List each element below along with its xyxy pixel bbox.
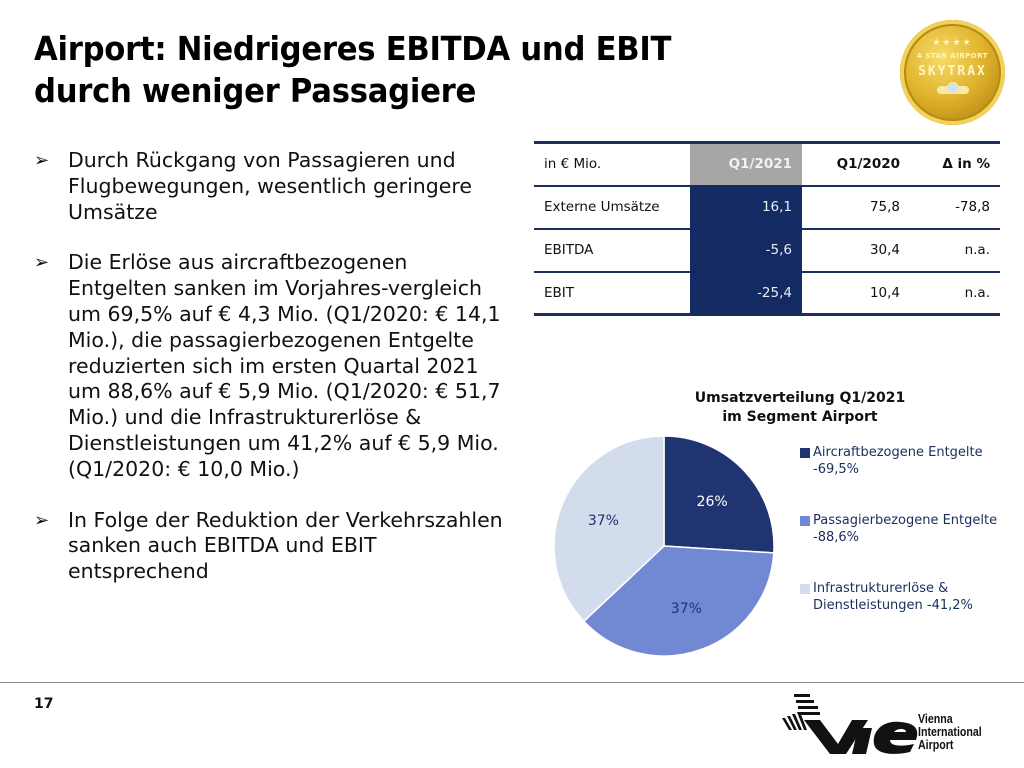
badge-globe-icon <box>947 82 959 94</box>
value-q1-2021: 16,1 <box>690 184 802 229</box>
logo-stripe <box>798 706 818 709</box>
bullet-text: Die Erlöse aus aircraftbezogenen Entgelt… <box>68 250 501 481</box>
bullet-list: ➢ Durch Rückgang von Passagieren und Flu… <box>34 148 504 610</box>
pie-slice-infrastructure <box>553 435 665 623</box>
chart-title: Umsatzverteilung Q1/2021 im Segment Airp… <box>650 389 950 427</box>
logo-line-2: International <box>918 725 982 739</box>
table-row: EBIT -25,4 10,4 n.a. <box>534 270 1000 315</box>
badge-label: 4 STAR AIRPORT <box>916 52 989 60</box>
page-number: 17 <box>34 696 54 712</box>
legend-label: Infrastrukturerlöse & <box>813 581 949 596</box>
table-header-q1-2020: Q1/2020 <box>836 156 900 173</box>
value-q1-2021: -5,6 <box>690 227 802 272</box>
skytrax-badge-icon: ★★★★ 4 STAR AIRPORT SKYTRAX <box>900 20 1005 125</box>
pie-slice-passenger <box>582 545 775 657</box>
table-header-row: in € Mio. Q1/2021 Q1/2020 Δ in % <box>534 142 1000 186</box>
logo-line-1: Vienna <box>918 712 953 726</box>
logo-hatch <box>792 714 802 730</box>
bullet-item: ➢ In Folge der Reduktion der Verkehrszah… <box>34 508 504 585</box>
table-row: Externe Umsätze 16,1 75,8 -78,8 <box>534 184 1000 229</box>
bullet-text: Durch Rückgang von Passagieren und Flugb… <box>68 148 472 224</box>
vie-logo-icon <box>782 694 918 754</box>
pie-slice-aircraft <box>663 435 775 554</box>
badge-brand: SKYTRAX <box>918 64 987 79</box>
legend-value: Dienstleistungen -41,2% <box>813 598 973 613</box>
table-header-delta: Δ in % <box>942 156 990 173</box>
logo-hatch <box>782 718 792 730</box>
legend-item-aircraft: Aircraftbezogene Entgelte -69,5% <box>800 444 1024 478</box>
value-q1-2020: 10,4 <box>802 270 910 315</box>
footer-divider <box>0 682 1024 683</box>
chart-title-line-1: Umsatzverteilung Q1/2021 <box>694 390 906 406</box>
logo-stripe <box>800 712 820 715</box>
value-q1-2020: 30,4 <box>802 227 910 272</box>
legend-label: Passagierbezogene Entgelte <box>813 513 998 528</box>
value-delta: n.a. <box>910 270 1000 315</box>
row-label: EBIT <box>534 270 690 315</box>
arrow-bullet-icon: ➢ <box>34 150 50 171</box>
table-header-q1-2021: Q1/2021 <box>690 142 802 186</box>
value-q1-2021: -25,4 <box>690 270 802 315</box>
pie-chart: 26% 37% 37% <box>553 435 775 657</box>
logo-v <box>804 720 868 754</box>
bullet-text: In Folge der Reduktion der Verkehrszahle… <box>68 507 503 584</box>
logo-stripe <box>794 694 810 697</box>
legend-item-infrastructure: Infrastrukturerlöse & Dienstleistungen -… <box>800 580 1024 614</box>
logo-e <box>873 721 918 754</box>
financials-table: in € Mio. Q1/2021 Q1/2020 Δ in % Externe… <box>534 141 1000 316</box>
logo-hatch <box>797 712 807 730</box>
chart-title-line-2: im Segment Airport <box>722 409 878 425</box>
row-label: EBITDA <box>534 227 690 272</box>
legend-value: -88,6% <box>813 530 859 545</box>
logo-i <box>852 728 872 754</box>
table-row: EBITDA -5,6 30,4 n.a. <box>534 227 1000 272</box>
pie-data-label: 37% <box>671 601 702 617</box>
legend-item-passenger: Passagierbezogene Entgelte -88,6% <box>800 512 1024 546</box>
logo-text: Vienna International Airport <box>918 713 982 752</box>
slide-title: Airport: Niedrigeres EBITDA und EBIT dur… <box>34 28 778 112</box>
legend-swatch <box>800 448 810 458</box>
row-label: Externe Umsätze <box>534 184 690 229</box>
chart-legend: Aircraftbezogene Entgelte -69,5% Passagi… <box>800 444 1024 648</box>
legend-value: -69,5% <box>813 462 859 477</box>
logo-line-3: Airport <box>918 738 954 752</box>
value-delta: n.a. <box>910 227 1000 272</box>
pie-data-label: 37% <box>588 513 619 529</box>
logo-hatch <box>787 716 797 730</box>
slide-title-line-2: durch weniger Passagiere <box>34 71 476 110</box>
table-header-unit: in € Mio. <box>544 156 602 173</box>
pie-data-label: 26% <box>697 494 728 510</box>
legend-label: Aircraftbezogene Entgelte <box>813 445 983 460</box>
legend-swatch <box>800 516 810 526</box>
arrow-bullet-icon: ➢ <box>34 509 50 531</box>
bullet-item: ➢ Durch Rückgang von Passagieren und Flu… <box>34 148 504 225</box>
logo-stripe <box>796 700 814 703</box>
value-q1-2020: 75,8 <box>802 184 910 229</box>
badge-stars: ★★★★ <box>932 38 973 48</box>
value-delta: -78,8 <box>910 184 1000 229</box>
legend-swatch <box>800 584 810 594</box>
bullet-item: ➢ Die Erlöse aus aircraftbezogenen Entge… <box>34 250 504 482</box>
slide-title-line-1: Airport: Niedrigeres EBITDA und EBIT <box>34 29 672 68</box>
arrow-bullet-icon: ➢ <box>34 252 50 274</box>
